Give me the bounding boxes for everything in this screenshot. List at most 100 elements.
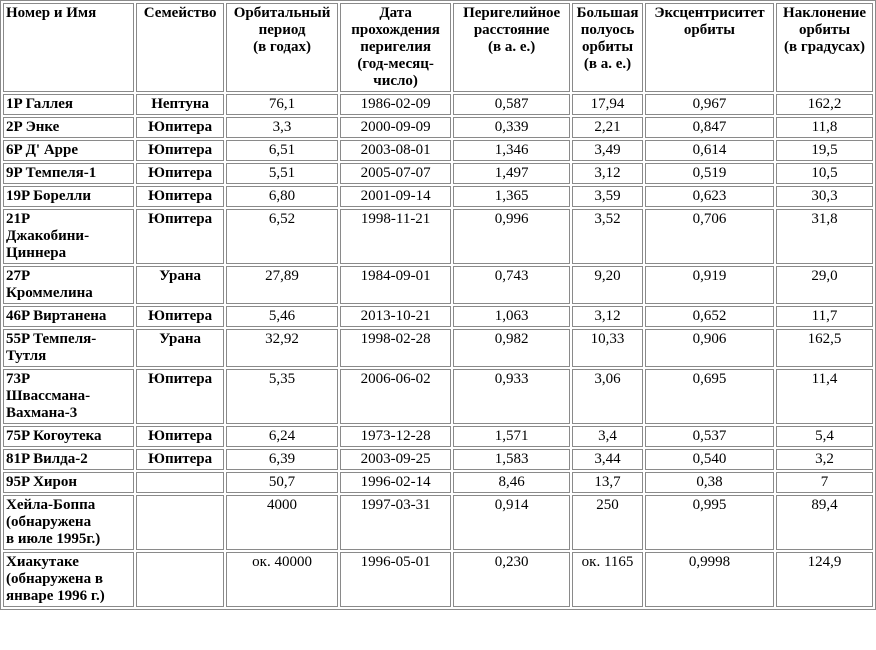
table-row: 81P Вилда-2 Юпитера 6,39 2003-09-25 1,583 3,4… xyxy=(3,449,873,470)
perihelion-distance-cell: 0,230 xyxy=(453,552,571,607)
inclination-cell: 31,8 xyxy=(776,209,873,264)
family-cell: Урана xyxy=(136,266,225,304)
comet-name-cell: 21P Джакобини- Циннера xyxy=(3,209,135,264)
period-cell: 3,3 xyxy=(226,117,339,138)
period-cell: ок. 40000 xyxy=(226,552,339,607)
header-line: (в а. е.) xyxy=(488,39,536,55)
inclination-cell: 29,0 xyxy=(776,266,873,304)
header-line: Дата xyxy=(379,5,412,21)
comet-name-line: 19P Борелли xyxy=(6,188,91,204)
table-row: 73P Швассмана- Вахмана-3 Юпитера 5,35 2006-06… xyxy=(3,369,873,424)
perihelion-date-cell: 1986-02-09 xyxy=(340,94,452,115)
period-cell: 27,89 xyxy=(226,266,339,304)
perihelion-distance-cell: 1,583 xyxy=(453,449,571,470)
header-inclination: Наклонение орбиты (в градусах) xyxy=(776,3,873,92)
perihelion-date-cell: 2003-09-25 xyxy=(340,449,452,470)
table-row: Хиакутаке (обнаружена в январе 1996 г.) ок.… xyxy=(3,552,873,607)
comet-name-cell: 81P Вилда-2 xyxy=(3,449,135,470)
period-cell: 5,46 xyxy=(226,306,339,327)
inclination-cell: 10,5 xyxy=(776,163,873,184)
family-cell xyxy=(136,552,225,607)
table-row: 19P Борелли Юпитера 6,80 2001-09-14 1,365 3,5… xyxy=(3,186,873,207)
period-cell: 6,51 xyxy=(226,140,339,161)
perihelion-distance-cell: 0,933 xyxy=(453,369,571,424)
table-row: 75P Когоутека Юпитера 6,24 1973-12-28 1,571 3… xyxy=(3,426,873,447)
header-line: Семейство xyxy=(143,5,217,21)
comet-name-line: в июле 1995г.) xyxy=(6,531,101,547)
header-perihelion-date: Дата прохождения перигелия (год-месяц-число… xyxy=(340,3,452,92)
period-cell: 6,24 xyxy=(226,426,339,447)
period-cell: 4000 xyxy=(226,495,339,550)
comet-name-line: 55P Темпеля- xyxy=(6,331,97,347)
semimajor-axis-cell: 3,12 xyxy=(572,306,643,327)
comet-name-line: 2P Энке xyxy=(6,119,60,135)
eccentricity-cell: 0,919 xyxy=(644,266,775,304)
header-line: прохождения xyxy=(351,22,440,38)
header-row: Номер и Имя Семейство Орбитальный период (в … xyxy=(3,3,873,92)
semimajor-axis-cell: 3,59 xyxy=(572,186,643,207)
eccentricity-cell: 0,38 xyxy=(644,472,775,493)
perihelion-distance-cell: 1,346 xyxy=(453,140,571,161)
header-line: Номер и Имя xyxy=(6,5,97,21)
comets-table: Номер и Имя Семейство Орбитальный период (в … xyxy=(0,0,876,610)
family-cell: Юпитера xyxy=(136,140,225,161)
comet-name-cell: 73P Швассмана- Вахмана-3 xyxy=(3,369,135,424)
eccentricity-cell: 0,995 xyxy=(644,495,775,550)
eccentricity-cell: 0,540 xyxy=(644,449,775,470)
semimajor-axis-cell: 17,94 xyxy=(572,94,643,115)
perihelion-date-cell: 1984-09-01 xyxy=(340,266,452,304)
family-cell: Урана xyxy=(136,329,225,367)
eccentricity-cell: 0,623 xyxy=(644,186,775,207)
semimajor-axis-cell: 3,12 xyxy=(572,163,643,184)
eccentricity-cell: 0,906 xyxy=(644,329,775,367)
eccentricity-cell: 0,695 xyxy=(644,369,775,424)
inclination-cell: 11,8 xyxy=(776,117,873,138)
header-line: (в градусах) xyxy=(784,39,866,55)
header-line: (в а. е.) xyxy=(583,56,632,72)
family-cell: Юпитера xyxy=(136,306,225,327)
eccentricity-cell: 0,967 xyxy=(644,94,775,115)
comet-name-line: 6P Д' Арре xyxy=(6,142,78,158)
perihelion-date-cell: 1997-03-31 xyxy=(340,495,452,550)
comet-name-line: (обнаружена в xyxy=(6,571,103,587)
comet-name-line: Швассмана- xyxy=(6,388,91,404)
header-line: Наклонение xyxy=(783,5,867,21)
comet-name-cell: 19P Борелли xyxy=(3,186,135,207)
comet-name-line: 81P Вилда-2 xyxy=(6,451,88,467)
perihelion-distance-cell: 1,063 xyxy=(453,306,571,327)
header-eccentricity: Эксцентриситет орбиты xyxy=(644,3,775,92)
header-line: орбиты xyxy=(683,22,735,38)
header-line: (в годах) xyxy=(253,39,312,55)
perihelion-distance-cell: 8,46 xyxy=(453,472,571,493)
perihelion-distance-cell: 0,996 xyxy=(453,209,571,264)
comet-name-line: (обнаружена xyxy=(6,514,92,530)
comet-name-cell: 75P Когоутека xyxy=(3,426,135,447)
perihelion-date-cell: 1998-11-21 xyxy=(340,209,452,264)
comet-name-line: 27P xyxy=(6,268,31,284)
comet-name-line: 95P Хирон xyxy=(6,474,78,490)
comet-name-cell: 46P Виртанена xyxy=(3,306,135,327)
perihelion-date-cell: 2006-06-02 xyxy=(340,369,452,424)
table-row: 95P Хирон 50,7 1996-02-14 8,46 13,7 0,38 7 xyxy=(3,472,873,493)
comet-name-cell: Хейла-Боппа (обнаружена в июле 1995г.) xyxy=(3,495,135,550)
table-row: 27P Кроммелина Урана 27,89 1984-09-01 0,743 9,… xyxy=(3,266,873,304)
inclination-cell: 124,9 xyxy=(776,552,873,607)
semimajor-axis-cell: ок. 1165 xyxy=(572,552,643,607)
perihelion-date-cell: 2013-10-21 xyxy=(340,306,452,327)
semimajor-axis-cell: 3,4 xyxy=(572,426,643,447)
comet-name-line: Вахмана-3 xyxy=(6,405,78,421)
semimajor-axis-cell: 250 xyxy=(572,495,643,550)
period-cell: 6,39 xyxy=(226,449,339,470)
family-cell: Юпитера xyxy=(136,163,225,184)
comet-name-line: 1P Галлея xyxy=(6,96,74,112)
comet-name-line: Джакобини- xyxy=(6,228,90,244)
comet-name-cell: 6P Д' Арре xyxy=(3,140,135,161)
family-cell xyxy=(136,472,225,493)
family-cell: Юпитера xyxy=(136,117,225,138)
perihelion-distance-cell: 1,365 xyxy=(453,186,571,207)
inclination-cell: 11,7 xyxy=(776,306,873,327)
perihelion-distance-cell: 0,743 xyxy=(453,266,571,304)
eccentricity-cell: 0,652 xyxy=(644,306,775,327)
semimajor-axis-cell: 3,52 xyxy=(572,209,643,264)
family-cell xyxy=(136,495,225,550)
